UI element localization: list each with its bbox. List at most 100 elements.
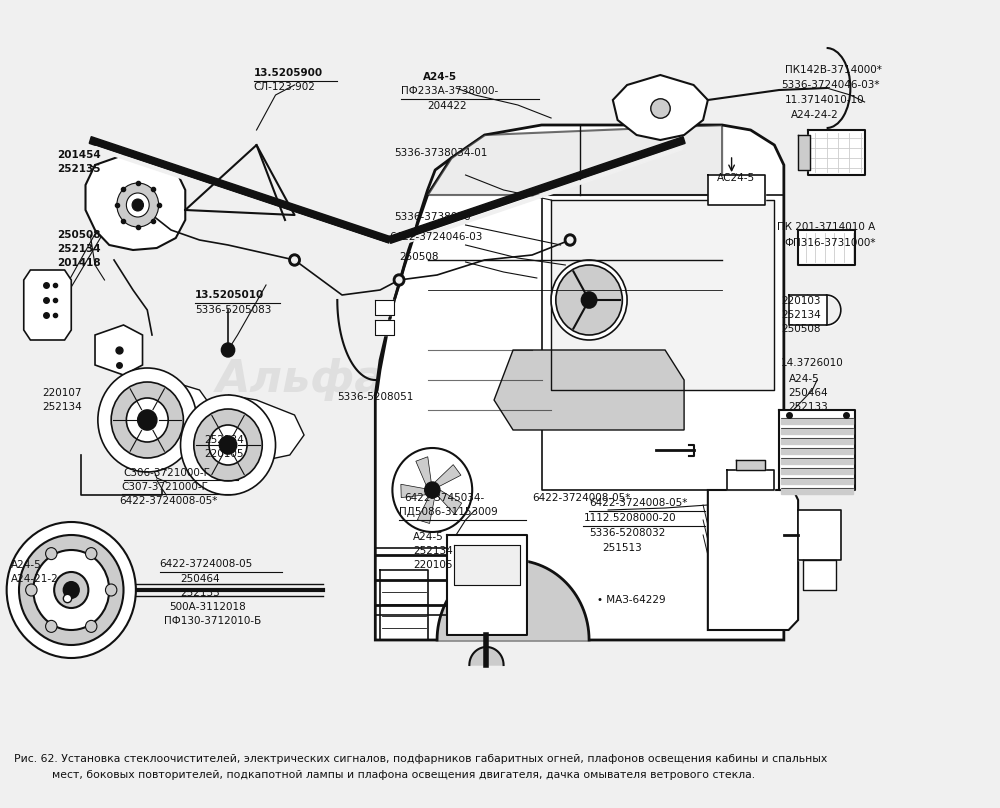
Polygon shape	[789, 295, 827, 325]
Polygon shape	[454, 545, 520, 585]
Text: 5336-5208051: 5336-5208051	[337, 392, 414, 402]
Circle shape	[396, 277, 402, 283]
Polygon shape	[798, 230, 855, 265]
Text: • МАЗ-64229: • МАЗ-64229	[597, 595, 665, 605]
Polygon shape	[551, 200, 774, 390]
Circle shape	[221, 343, 235, 357]
Text: 220105: 220105	[413, 560, 453, 570]
Polygon shape	[781, 438, 853, 444]
Text: 252134: 252134	[781, 310, 821, 320]
Text: 5336-5208032: 5336-5208032	[589, 528, 665, 538]
Text: ФП316-3731000*: ФП316-3731000*	[785, 238, 876, 248]
Text: 250508: 250508	[399, 252, 439, 262]
Text: 5336-3724046-03*: 5336-3724046-03*	[781, 80, 880, 90]
Polygon shape	[375, 125, 784, 640]
Text: ПФ233А-3738000-: ПФ233А-3738000-	[401, 86, 498, 96]
Text: А24-5: А24-5	[423, 72, 457, 82]
Text: 5336-5205083: 5336-5205083	[195, 305, 271, 315]
Polygon shape	[781, 448, 853, 454]
Polygon shape	[798, 135, 810, 170]
Text: 250508: 250508	[781, 324, 821, 334]
Text: 6422-3724008-05*: 6422-3724008-05*	[589, 498, 687, 508]
Polygon shape	[781, 458, 853, 464]
Circle shape	[138, 410, 157, 430]
Text: 11.3714010-10: 11.3714010-10	[785, 95, 864, 105]
Polygon shape	[494, 350, 684, 430]
Circle shape	[19, 535, 124, 645]
Text: А24-5: А24-5	[11, 560, 42, 570]
Circle shape	[209, 425, 247, 465]
Text: 252134: 252134	[57, 244, 101, 254]
Circle shape	[289, 254, 300, 266]
Text: ПК142В-3714000*: ПК142В-3714000*	[785, 65, 882, 75]
Polygon shape	[781, 478, 853, 484]
Polygon shape	[736, 460, 765, 470]
Circle shape	[33, 550, 109, 630]
Text: 220105: 220105	[204, 449, 244, 459]
Polygon shape	[808, 130, 865, 175]
Text: 252135: 252135	[57, 164, 101, 174]
Polygon shape	[147, 372, 214, 430]
Polygon shape	[708, 490, 798, 630]
Polygon shape	[387, 146, 683, 250]
Circle shape	[26, 584, 37, 596]
Text: 5336-3738034-01: 5336-3738034-01	[394, 148, 488, 158]
Polygon shape	[781, 488, 853, 494]
Circle shape	[105, 584, 117, 596]
Text: 6422-3724046-03: 6422-3724046-03	[390, 232, 483, 242]
Text: мест, боковых повторителей, подкапотной лампы и плафона освещения двигателя, дач: мест, боковых повторителей, подкапотной …	[52, 770, 755, 780]
Text: СЛ-123.902: СЛ-123.902	[254, 82, 316, 92]
Text: 252133: 252133	[181, 588, 220, 598]
Polygon shape	[389, 137, 685, 243]
Text: ПД5086-31153009: ПД5086-31153009	[399, 507, 498, 517]
Text: С307-3721000-Г: С307-3721000-Г	[122, 482, 208, 492]
Polygon shape	[781, 418, 853, 424]
Text: 204422: 204422	[428, 101, 467, 111]
Polygon shape	[803, 560, 836, 590]
Circle shape	[7, 522, 136, 658]
Text: 6422-3724008-05: 6422-3724008-05	[160, 559, 253, 569]
Text: А24-5: А24-5	[789, 374, 819, 384]
Polygon shape	[428, 125, 722, 195]
Text: А24-5: А24-5	[413, 532, 444, 542]
Text: 220103: 220103	[781, 296, 821, 306]
Polygon shape	[798, 510, 841, 560]
Polygon shape	[437, 560, 589, 640]
Circle shape	[126, 398, 168, 442]
Polygon shape	[417, 490, 435, 524]
Text: А24-21-2: А24-21-2	[11, 574, 59, 584]
Polygon shape	[401, 484, 432, 498]
Circle shape	[219, 436, 237, 454]
Circle shape	[126, 193, 149, 217]
Circle shape	[292, 257, 297, 263]
Circle shape	[194, 409, 262, 481]
Circle shape	[181, 395, 276, 495]
Text: ПК 201-3714010 А: ПК 201-3714010 А	[777, 222, 875, 232]
Polygon shape	[95, 325, 143, 375]
Circle shape	[564, 234, 576, 246]
Polygon shape	[86, 155, 185, 250]
Circle shape	[132, 199, 143, 211]
Text: 14.3726010: 14.3726010	[781, 358, 844, 368]
Text: 250464: 250464	[181, 574, 220, 584]
Polygon shape	[24, 270, 71, 340]
Circle shape	[393, 274, 405, 286]
Polygon shape	[416, 457, 432, 490]
Text: 220107: 220107	[42, 388, 81, 398]
Circle shape	[581, 292, 597, 308]
Text: АС24-5: АС24-5	[717, 173, 755, 183]
Text: 252134: 252134	[42, 402, 82, 412]
Circle shape	[46, 548, 57, 560]
Text: 201454: 201454	[57, 150, 101, 160]
Circle shape	[98, 368, 197, 472]
Text: Альфа-Запчасти: Альфа-Запчасти	[216, 358, 640, 402]
Text: 1112.5208000-20: 1112.5208000-20	[583, 513, 676, 523]
Circle shape	[46, 621, 57, 633]
Text: 252133: 252133	[789, 402, 828, 412]
Text: 251513: 251513	[602, 543, 642, 553]
Text: 252134: 252134	[413, 546, 453, 556]
Polygon shape	[89, 137, 391, 243]
Text: 6422-3724008-05*: 6422-3724008-05*	[119, 496, 217, 506]
Text: 252134: 252134	[204, 435, 244, 445]
Circle shape	[392, 448, 472, 532]
